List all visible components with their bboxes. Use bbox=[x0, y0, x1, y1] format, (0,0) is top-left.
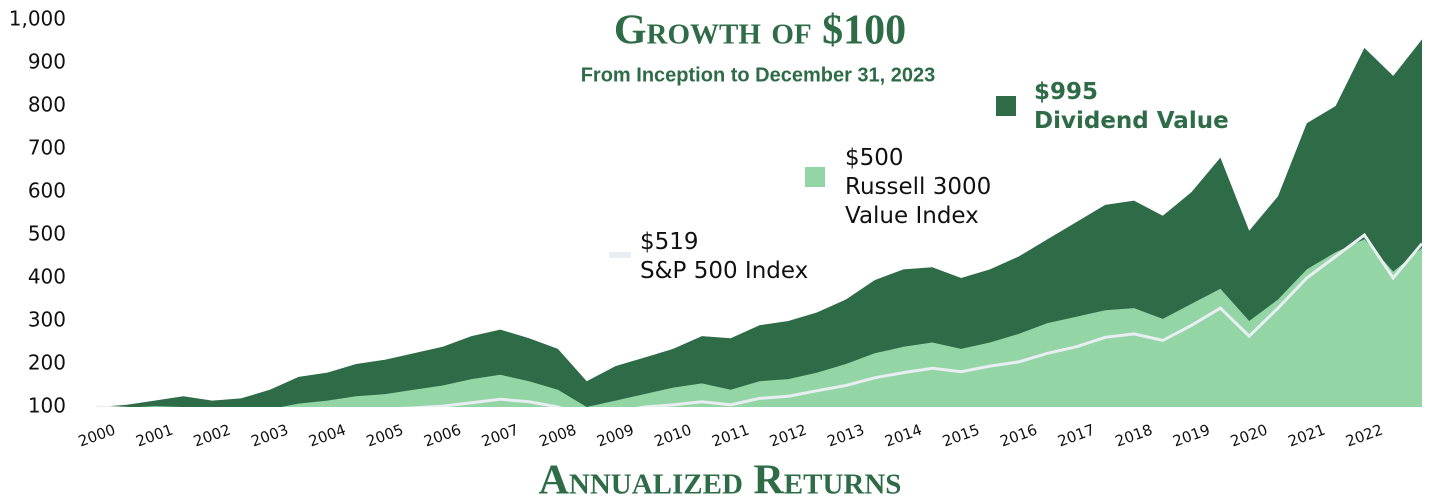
x-tick-label: 2006 bbox=[421, 421, 463, 451]
y-tick-label: 400 bbox=[28, 265, 66, 289]
footer-heading: Annualized Returns bbox=[539, 458, 902, 504]
x-tick-label: 2015 bbox=[940, 421, 982, 451]
x-tick-label: 2011 bbox=[710, 421, 752, 451]
x-tick-label: 2020 bbox=[1228, 421, 1270, 451]
x-tick-label: 2022 bbox=[1343, 421, 1385, 451]
x-tick-label: 2001 bbox=[133, 421, 175, 451]
x-tick-label: 2007 bbox=[479, 421, 521, 451]
y-tick-label: 700 bbox=[28, 136, 66, 160]
x-tick-label: 2019 bbox=[1170, 421, 1212, 451]
x-tick-label: 2013 bbox=[825, 421, 867, 451]
line bbox=[97, 232, 1422, 407]
y-tick-label: 900 bbox=[28, 50, 66, 74]
y-tick-label: 300 bbox=[28, 308, 66, 332]
legend-label: Russell 3000 Value Index bbox=[845, 174, 992, 229]
legend-swatch bbox=[996, 96, 1016, 116]
legend-value: $500 bbox=[845, 145, 904, 171]
x-tick-label: 2000 bbox=[76, 421, 118, 451]
x-tick-label: 2005 bbox=[364, 421, 406, 451]
x-tick-label: 2016 bbox=[998, 421, 1040, 451]
chart-subtitle: From Inception to December 31, 2023 bbox=[581, 64, 936, 86]
x-tick-label: 2004 bbox=[306, 421, 348, 451]
x-tick-label: 2009 bbox=[594, 421, 636, 451]
x-tick-label: 2008 bbox=[537, 421, 579, 451]
area bbox=[97, 239, 1422, 407]
legend-swatch bbox=[609, 252, 631, 258]
plot-area bbox=[97, 39, 1422, 407]
legend-label: Dividend Value bbox=[1034, 108, 1229, 134]
x-tick-label: 2012 bbox=[767, 421, 809, 451]
x-tick-label: 2018 bbox=[1113, 421, 1155, 451]
y-tick-label: 200 bbox=[28, 351, 66, 375]
x-tick-label: 2014 bbox=[882, 421, 924, 451]
legend-label: S&P 500 Index bbox=[640, 258, 809, 284]
x-tick-label: 2021 bbox=[1286, 421, 1328, 451]
legend-value: $995 bbox=[1034, 79, 1099, 105]
legend-value: $519 bbox=[640, 229, 699, 255]
y-tick-label: 600 bbox=[28, 179, 66, 203]
legend-swatch bbox=[805, 167, 825, 187]
x-tick-label: 2017 bbox=[1055, 421, 1097, 451]
x-tick-label: 2002 bbox=[191, 421, 233, 451]
y-tick-label: 100 bbox=[28, 394, 66, 418]
x-tick-label: 2003 bbox=[249, 421, 291, 451]
y-tick-label: 800 bbox=[28, 93, 66, 117]
x-tick-label: 2010 bbox=[652, 421, 694, 451]
chart-title: Growth of $100 bbox=[614, 8, 906, 54]
y-tick-label: 1,000 bbox=[9, 7, 66, 31]
y-tick-label: 500 bbox=[28, 222, 66, 246]
